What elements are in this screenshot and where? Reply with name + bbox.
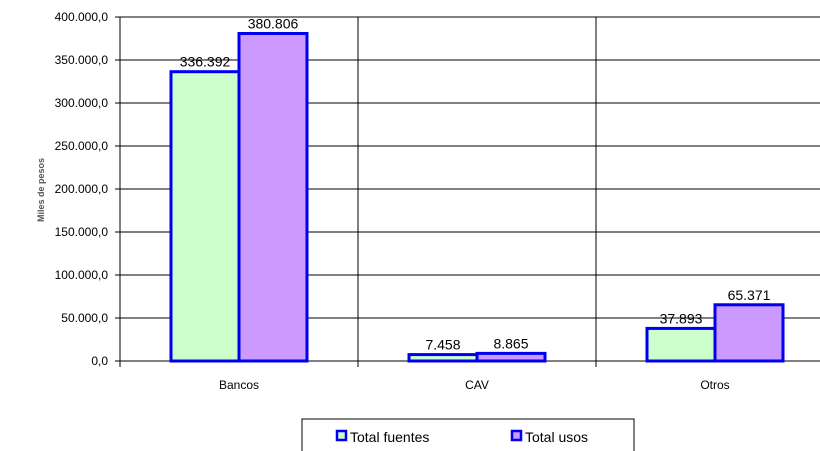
- legend-swatch: [335, 429, 348, 442]
- legend-box: [301, 418, 635, 451]
- bar-total-usos: [475, 351, 547, 363]
- legend-label: Total fuentes: [350, 429, 429, 445]
- bar-total-fuentes: [645, 326, 717, 363]
- y-tick-label: 350.000,0: [55, 53, 109, 67]
- y-tick-label: 0,0: [91, 354, 108, 368]
- legend: Total fuentes Total usos: [301, 418, 635, 451]
- data-label: 7.458: [425, 337, 460, 353]
- bar-total-usos: [713, 303, 785, 363]
- y-axis-label: Miles de pesos: [36, 158, 46, 222]
- data-label: 380.806: [248, 16, 299, 32]
- chart-data-labels: 336.392 380.806 7.458 8.865 37.893 65.371: [180, 16, 771, 353]
- y-tick-label: 50.000,0: [61, 311, 108, 325]
- legend-swatch: [510, 429, 523, 442]
- x-tick-label: CAV: [465, 378, 489, 392]
- y-tick-label: 150.000,0: [55, 225, 109, 239]
- y-tick-label: 200.000,0: [55, 182, 109, 196]
- y-tick-label: 100.000,0: [55, 268, 109, 282]
- chart-bars: [169, 32, 785, 363]
- y-tick-label: 300.000,0: [55, 96, 109, 110]
- data-label: 65.371: [728, 287, 771, 303]
- bar-total-fuentes: [407, 353, 479, 363]
- bar-total-usos: [237, 32, 309, 363]
- legend-label: Total usos: [525, 429, 588, 445]
- x-tick-label: Bancos: [219, 378, 259, 392]
- x-tick-label: Otros: [700, 378, 729, 392]
- y-tick-label: 250.000,0: [55, 139, 109, 153]
- data-label: 336.392: [180, 54, 231, 70]
- data-label: 37.893: [660, 310, 703, 326]
- data-label: 8.865: [493, 335, 528, 351]
- bar-total-fuentes: [169, 70, 241, 363]
- y-tick-label: 400.000,0: [55, 10, 109, 24]
